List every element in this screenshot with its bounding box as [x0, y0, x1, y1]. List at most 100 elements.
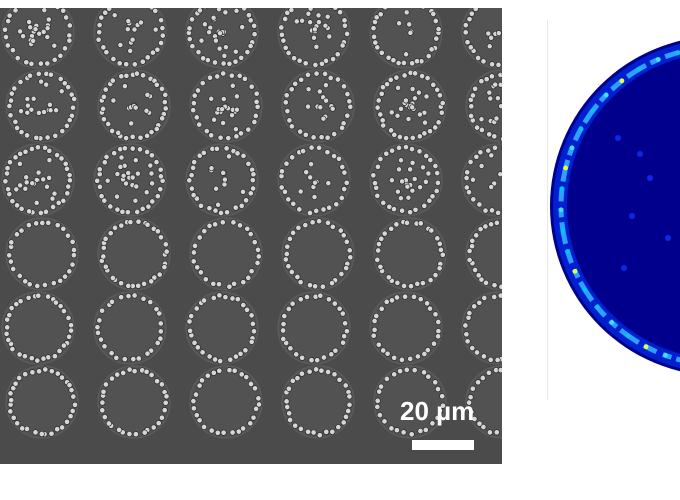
bead	[42, 208, 50, 215]
bead	[34, 282, 41, 290]
bead	[386, 203, 393, 210]
bead	[308, 161, 315, 168]
bead	[430, 340, 438, 347]
bead	[482, 223, 489, 230]
bead	[395, 60, 402, 67]
bead	[311, 194, 318, 200]
bead	[325, 296, 332, 303]
bead	[236, 222, 244, 229]
bead	[283, 398, 290, 405]
bead	[144, 350, 151, 357]
bead	[414, 280, 421, 287]
bead	[69, 238, 76, 245]
bead	[253, 90, 260, 97]
bead	[375, 247, 382, 254]
bead	[370, 332, 377, 339]
bead	[233, 8, 240, 14]
bead	[245, 160, 252, 167]
bead	[58, 155, 65, 162]
bead	[315, 19, 322, 26]
bead	[486, 429, 493, 436]
bead	[4, 165, 11, 172]
bead	[467, 394, 474, 401]
bead	[250, 185, 257, 192]
bead	[249, 177, 256, 184]
bead	[411, 367, 418, 374]
bead	[24, 96, 31, 102]
heatmap-hotspot	[637, 151, 643, 157]
bead	[396, 166, 402, 173]
bead	[33, 220, 40, 227]
bead	[39, 219, 46, 227]
bead	[40, 28, 47, 35]
bead	[118, 294, 125, 301]
bead	[336, 305, 343, 312]
bead	[35, 70, 42, 77]
bead	[372, 39, 379, 46]
bead	[144, 54, 151, 61]
bead	[26, 72, 34, 79]
bead	[435, 328, 442, 335]
bead	[488, 152, 495, 159]
bead	[379, 117, 386, 124]
bead	[247, 42, 254, 50]
bead	[17, 150, 24, 157]
bead	[196, 234, 203, 241]
bead	[434, 414, 441, 421]
bead	[251, 385, 259, 392]
bead	[158, 381, 165, 388]
bead	[65, 183, 72, 190]
bead	[374, 163, 381, 170]
bead	[420, 164, 426, 171]
bead	[312, 283, 319, 290]
bead	[162, 91, 169, 98]
bead	[478, 276, 485, 283]
bead	[466, 256, 473, 264]
bead	[315, 12, 322, 19]
bead	[69, 407, 76, 415]
bead	[46, 101, 53, 108]
bead	[421, 202, 428, 209]
bead	[200, 55, 207, 62]
bead	[294, 375, 301, 382]
bead	[481, 294, 488, 302]
bead	[124, 209, 131, 216]
bead	[159, 115, 166, 122]
bead	[54, 426, 61, 433]
bead	[287, 416, 294, 424]
bead	[226, 153, 232, 160]
bead	[30, 37, 37, 44]
bead	[242, 347, 249, 354]
bead	[310, 134, 317, 141]
bead	[439, 100, 446, 107]
bead	[286, 117, 293, 124]
bead	[108, 298, 116, 305]
bead	[495, 30, 502, 37]
bead	[469, 92, 477, 99]
bead	[411, 95, 418, 102]
bead	[307, 19, 314, 26]
bead	[216, 367, 223, 374]
bead	[291, 55, 298, 62]
heatmap-hotspot	[603, 92, 609, 98]
bead	[429, 420, 436, 427]
bead	[472, 8, 479, 12]
bead	[61, 80, 68, 87]
bead	[494, 95, 501, 102]
bead	[154, 228, 161, 235]
bead	[29, 180, 36, 187]
bead	[198, 377, 206, 384]
bead	[195, 49, 202, 56]
bead	[436, 240, 443, 247]
bead	[325, 180, 332, 187]
bead	[488, 184, 495, 190]
bead	[312, 179, 318, 186]
microwell	[189, 365, 263, 439]
bead	[201, 228, 208, 235]
bead	[334, 76, 341, 83]
bead	[371, 317, 378, 325]
bead	[121, 145, 128, 152]
bead	[432, 162, 439, 170]
bead	[229, 429, 236, 436]
bead	[278, 184, 285, 191]
